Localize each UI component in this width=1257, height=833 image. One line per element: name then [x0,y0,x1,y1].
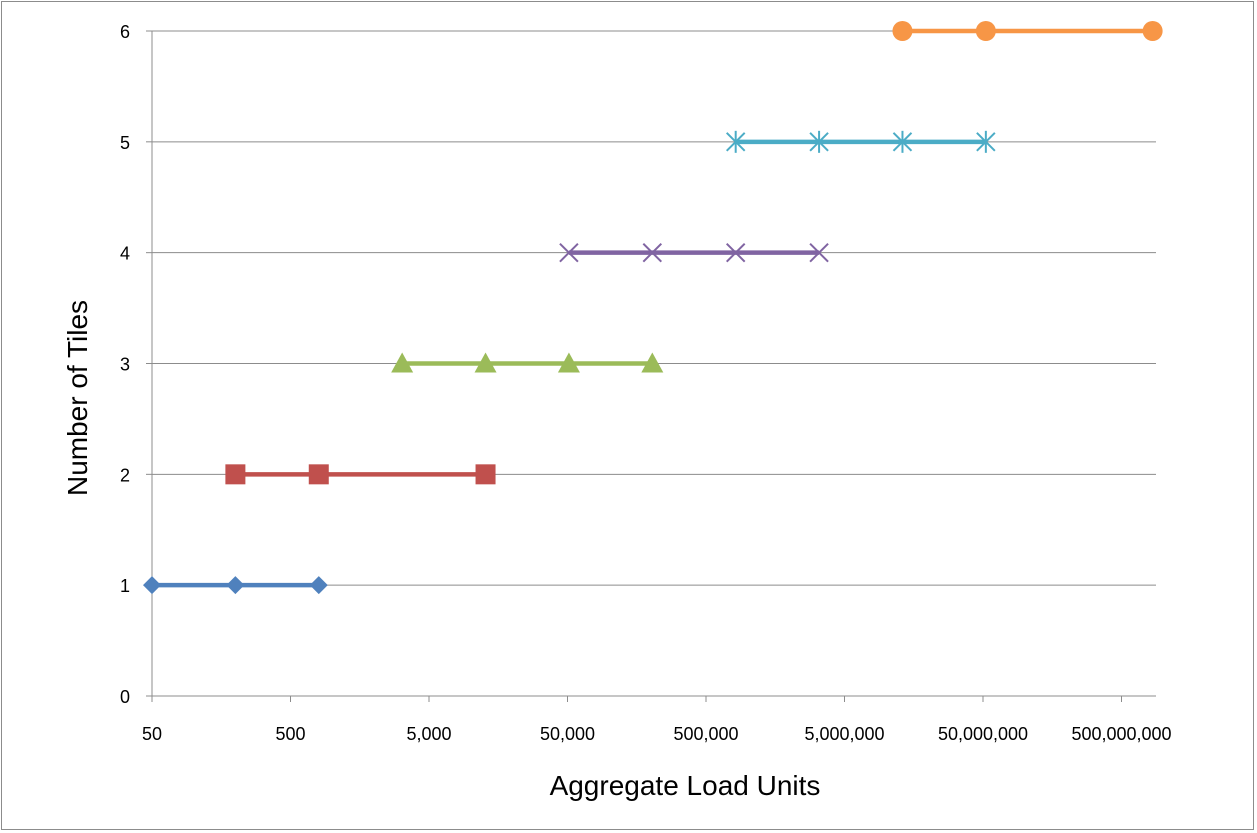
data-point [892,21,913,41]
series-3 [391,352,664,373]
y-tick-label: 3 [120,355,130,375]
y-axis-title: Number of Tiles [62,300,93,496]
x-tick-label: 500 [275,724,305,744]
series-4 [559,242,829,263]
data-point [474,352,497,373]
marker-stroke [559,242,579,263]
x-tick-label: 5,000 [406,724,451,744]
data-point [725,242,746,263]
series-6 [892,21,1163,41]
data-point [809,130,829,153]
marker-stroke [725,242,746,263]
data-point [809,242,829,263]
data-point [975,21,996,41]
y-tick-label: 5 [120,133,130,153]
data-point [391,352,414,373]
data-point [557,352,580,373]
series-2 [225,464,496,485]
data-point [225,464,246,485]
y-tick-label: 2 [120,465,130,485]
data-point [1142,21,1163,41]
x-tick-label: 5,000,000 [804,724,884,744]
data-point [308,464,329,485]
y-tick-label: 4 [120,244,130,264]
series-1 [143,576,328,595]
x-tick-label: 50 [142,724,162,744]
y-tick-label: 0 [120,687,130,707]
x-tick-label: 50,000 [540,724,595,744]
data-point [226,576,245,595]
data-point [309,576,328,595]
x-tick-label: 500,000 [673,724,738,744]
data-point [642,242,663,263]
data-point [892,130,913,153]
data-point [976,130,996,153]
x-tick-label: 50,000,000 [938,724,1028,744]
tick-labels: 0 1 2 3 4 5 6 50 500 5,000 50,000 500,000 5,000,000 5… [120,22,1172,744]
x-tick-label: 500,000,000 [1071,724,1171,744]
x-axis-title: Aggregate Load Units [550,770,821,801]
data-point [641,352,664,373]
marker-stroke [642,242,663,263]
y-tick-label: 6 [120,22,130,42]
data-point [143,576,161,595]
data-point [559,242,579,263]
data-point [725,130,746,153]
data-point [475,464,496,485]
series-group [143,21,1163,595]
marker-stroke [809,242,829,263]
series-5 [725,130,996,153]
gridlines [152,30,1156,586]
y-tick-label: 1 [120,576,130,596]
